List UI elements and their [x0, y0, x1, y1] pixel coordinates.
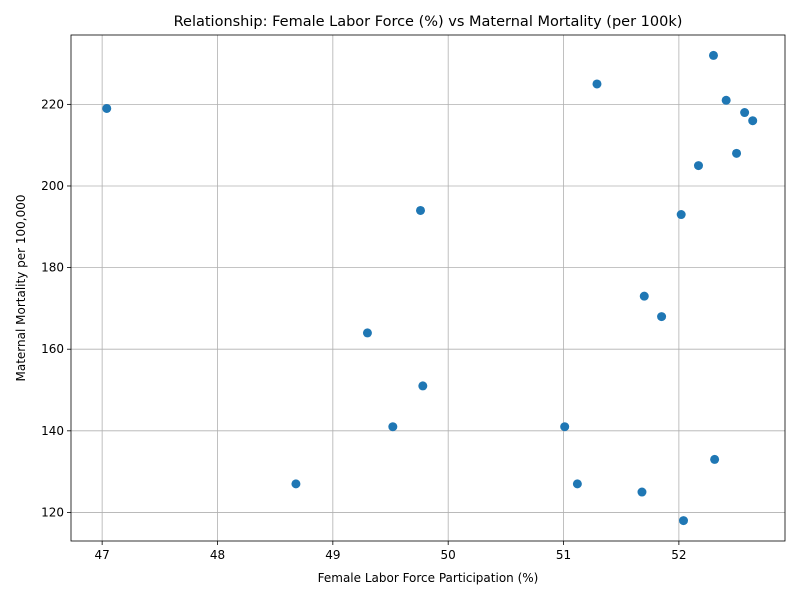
x-axis-label: Female Labor Force Participation (%) [318, 571, 539, 585]
y-tick-label: 160 [41, 342, 64, 356]
data-point [676, 210, 686, 220]
points-layer [102, 50, 758, 526]
y-tick-label: 200 [41, 179, 64, 193]
x-tick-label: 49 [325, 548, 340, 562]
data-point [748, 116, 758, 126]
y-axis-label: Maternal Mortality per 100,000 [14, 195, 28, 382]
data-point [592, 79, 602, 89]
data-point [416, 205, 426, 215]
x-tick-label: 52 [671, 548, 686, 562]
data-point [678, 516, 688, 526]
x-tick-label: 50 [441, 548, 456, 562]
grid-layer [71, 35, 785, 541]
data-point [710, 454, 720, 464]
x-tick-label: 47 [95, 548, 110, 562]
ticks-layer: 47 48 49 50 51 52 120 140 160 180 200 220 [41, 97, 686, 562]
data-point [708, 50, 718, 60]
x-tick-label: 48 [210, 548, 225, 562]
plot-frame [70, 34, 786, 542]
data-point [362, 328, 372, 338]
x-tick-label: 51 [556, 548, 571, 562]
data-point [637, 487, 647, 497]
data-point [639, 291, 649, 301]
data-point [418, 381, 428, 391]
data-point [102, 103, 112, 113]
data-point [721, 95, 731, 105]
data-point [732, 148, 742, 158]
y-tick-label: 140 [41, 424, 64, 438]
data-point [572, 479, 582, 489]
data-point [291, 479, 301, 489]
data-point [560, 422, 570, 432]
data-point [657, 312, 667, 322]
data-point [740, 108, 750, 118]
data-point [388, 422, 398, 432]
data-point [693, 161, 703, 171]
y-tick-label: 120 [41, 505, 64, 519]
chart-title: Relationship: Female Labor Force (%) vs … [174, 14, 683, 30]
y-tick-label: 220 [41, 97, 64, 111]
y-tick-label: 180 [41, 261, 64, 275]
